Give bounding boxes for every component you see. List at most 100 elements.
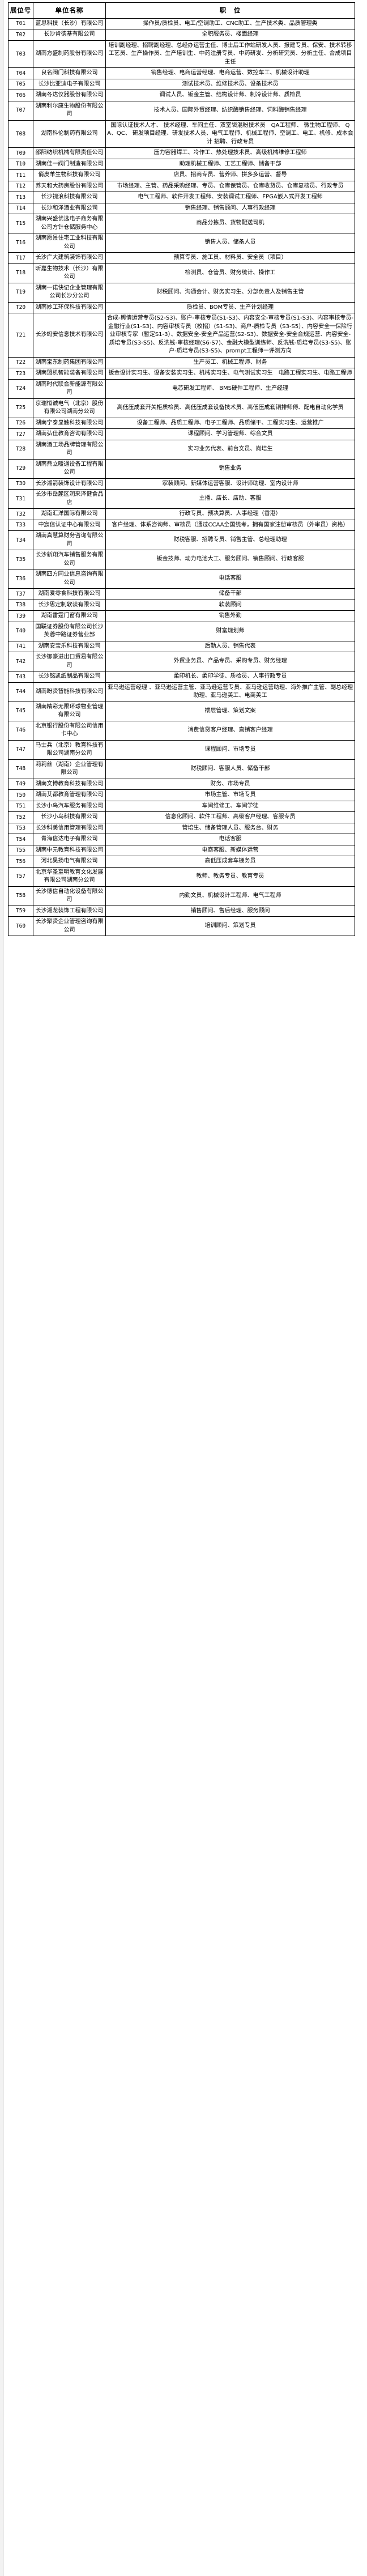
table-row: T21 长沙蚂安信息技术有限公司 合成-舆情运营专员(S2-S3)、账户-审核专员(… bbox=[8, 313, 355, 358]
booth-number-cell: T29 bbox=[8, 458, 33, 479]
table-row: T54 青海信达电子有限公司 电话客服 bbox=[8, 834, 355, 845]
company-name-cell: 湖南雷霆门窗有限公司 bbox=[33, 610, 106, 622]
table-row: T30 长沙湘箭装饰设计有限公司 家装顾问、新媒体运营客服、设计师助理、室内设计师 bbox=[8, 478, 355, 490]
table-row: T56 河北昊扬电气有限公司 高低压成套车棚务员 bbox=[8, 856, 355, 868]
company-name-cell: 湖南真慧算财务咨询有限公司 bbox=[33, 530, 106, 551]
company-name-cell: 湖南爱零食科技有限公司 bbox=[33, 588, 106, 600]
booth-number-cell: T18 bbox=[8, 263, 33, 283]
booth-number-cell: T43 bbox=[8, 671, 33, 683]
position-list-cell: 压力容器焊工、冷作工、热处理技术员、高级机械维修工程师 bbox=[105, 147, 355, 159]
booth-number-cell: T53 bbox=[8, 822, 33, 835]
table-row: T25 京瑞恒诚电气（北京）股份有限公司湖南分公司 高低压成套开关柜质检员、高低压成… bbox=[8, 398, 355, 418]
table-row: T03 湖南方盛制药股份有限公司 培训副经理、招聘副经理、总经办运营主任、博士后工作… bbox=[8, 40, 355, 69]
company-name-cell: 国联证券股份有限公司长沙芙蓉中路证券营业部 bbox=[33, 621, 106, 641]
company-name-cell: 北京华圣至明教育文化发展有限公司湖南分公司 bbox=[33, 866, 106, 887]
company-name-cell: 湖南文博教育科技有限公司 bbox=[33, 778, 106, 790]
company-name-cell: 中宸信认证中心有限公司 bbox=[33, 519, 106, 532]
position-list-cell: 钣金技师、动力电池大工、服务顾问、销售顾问、行政客服 bbox=[105, 550, 355, 570]
position-list-cell: 客户经理、体系咨询师、审核员（通过CCAA全国统考，拥有国家注册审核员（外审员）… bbox=[105, 519, 355, 532]
position-list-cell: 课程顾问、学习管理师、综合文员 bbox=[105, 428, 355, 440]
position-list-cell: 教师、教务专员、教育专员 bbox=[105, 866, 355, 887]
table-row: T60 长沙聚贤企业管理咨询有限公司 培训顾问、策划专员 bbox=[8, 916, 355, 937]
position-list-cell: 储备干部 bbox=[105, 588, 355, 600]
table-row: T52 长沙小鸟科技有限公司 信息化顾问、软件工程师、高级客户经理、客服专员 bbox=[8, 811, 355, 823]
company-name-cell: 湖南佳一阀门制造有限公司 bbox=[33, 158, 106, 171]
booth-number-cell: T28 bbox=[8, 439, 33, 460]
position-list-cell: 实习业务代表、前台文员、岗培生 bbox=[105, 439, 355, 460]
table-header-row: 展位号 单位名称 职 位 bbox=[8, 2, 355, 19]
company-name-cell: 湖南宝东制药集团有限公司 bbox=[33, 356, 106, 369]
position-list-cell: 销售经理、销售顾问、人事行政经理 bbox=[105, 202, 355, 215]
company-name-cell: 长沙御豪进出口贸易有限公司 bbox=[33, 652, 106, 672]
company-name-cell: 长沙铭凯纸制品有限公司 bbox=[33, 671, 106, 683]
booth-number-cell: T54 bbox=[8, 834, 33, 845]
booth-number-cell: T27 bbox=[8, 428, 33, 440]
table-row: T11 俏皮羊生物科技有限公司 店员、招商专员、营养师、拼多多运营、督导 bbox=[8, 169, 355, 181]
booth-number-cell: T14 bbox=[8, 202, 33, 215]
booth-number-cell: T33 bbox=[8, 519, 33, 532]
position-list-cell: 市场主管、市场专员 bbox=[105, 789, 355, 801]
company-name-cell: 湖南盟机智能装备有限公司 bbox=[33, 368, 106, 380]
table-row: T46 北京银行股份有限公司信用卡中心 消费信贷客户经理、直销客户经理 bbox=[8, 720, 355, 741]
column-header-booth: 展位号 bbox=[8, 2, 33, 19]
booth-number-cell: T15 bbox=[8, 214, 33, 234]
booth-number-cell: T46 bbox=[8, 720, 33, 741]
booth-number-cell: T56 bbox=[8, 856, 33, 868]
company-name-cell: 长沙广大建筑装饰有限公司 bbox=[33, 252, 106, 264]
table-row: T24 湖南时代联合新能源有限公司 电芯研发工程师、 BMS硬件工程师、生产经理 bbox=[8, 379, 355, 399]
booth-number-cell: T01 bbox=[8, 18, 33, 30]
booth-number-cell: T13 bbox=[8, 192, 33, 203]
table-row: T51 长沙小鸟汽车服务有限公司 车间维修工、车间学徒 bbox=[8, 800, 355, 813]
table-head: 展位号 单位名称 职 位 bbox=[8, 2, 355, 19]
table-row: T05 长沙比亚迪电子有限公司 测试技术员、维修技术员、设备技术员 bbox=[8, 78, 355, 91]
table-row: T28 湖南酒工场品牌管理有限公司 实习业务代表、前台文员、岗培生 bbox=[8, 439, 355, 460]
booth-number-cell: T36 bbox=[8, 569, 33, 589]
position-list-cell: 设备工程师、品质工程师、电子工程师、品质储干、工程实习生、运营推广 bbox=[105, 417, 355, 430]
position-list-cell: 亚马逊运营经理 、亚马逊运营主管、亚马逊运营专员、亚马逊运营助理、海外推广主管、… bbox=[105, 682, 355, 702]
position-list-cell: 主播、店长、店助、客服 bbox=[105, 489, 355, 509]
company-name-cell: 蓝思科技（长沙）有限公司 bbox=[33, 18, 106, 30]
table-row: T32 湖南汇洋国际有限公司 行政专员、预决算员、人事经理（香港） bbox=[8, 508, 355, 520]
table-row: T19 湖南一诺快记企业管理有限公司长沙分公司 财税顾问、沟通会计、财务实习生、分部… bbox=[8, 282, 355, 303]
position-list-cell: 消费信贷客户经理、直销客户经理 bbox=[105, 720, 355, 741]
table-row: T01 蓝思科技（长沙）有限公司 操作员/质检员、电工/空调助工、CNC助工、生产技… bbox=[8, 18, 355, 30]
table-row: T15 湖南兴盛优选电子商务有限公司方针仓储服务中心 商品分拣员、货物配送司机 bbox=[8, 214, 355, 234]
booth-number-cell: T37 bbox=[8, 588, 33, 600]
booth-number-cell: T10 bbox=[8, 158, 33, 171]
table-row: T09 邵阳纺织机械有限责任公司 压力容器焊工、冷作工、热处理技术员、高级机械维修工… bbox=[8, 147, 355, 159]
table-row: T29 湖南鼎立暖通设备工程有限公司 销售业务 bbox=[8, 458, 355, 479]
table-row: T50 湖南艾都教育管理有限公司 市场主管、市场专员 bbox=[8, 789, 355, 801]
company-name-cell: 长沙蚂安信息技术有限公司 bbox=[33, 313, 106, 358]
booth-number-cell: T41 bbox=[8, 640, 33, 653]
company-name-cell: 长沙肯德基有限公司 bbox=[33, 29, 106, 41]
company-name-cell: 北京银行股份有限公司信用卡中心 bbox=[33, 720, 106, 741]
booth-number-cell: T21 bbox=[8, 313, 33, 358]
booth-number-cell: T32 bbox=[8, 508, 33, 520]
table-row: T20 湖南妙工环保科技有限公司 质检员、BOM专员、生产计划经理 bbox=[8, 301, 355, 314]
company-name-cell: 京瑞恒诚电气（北京）股份有限公司湖南分公司 bbox=[33, 398, 106, 418]
position-list-cell: 财税顾问、客服人员、储备干部 bbox=[105, 759, 355, 779]
booth-number-cell: T06 bbox=[8, 90, 33, 101]
booth-number-cell: T12 bbox=[8, 180, 33, 193]
booth-number-cell: T23 bbox=[8, 368, 33, 380]
table-row: T22 湖南宝东制药集团有限公司 生产员工、机械工程师、财务 bbox=[8, 356, 355, 369]
position-list-cell: 店员、招商专员、营养师、拼多多运营、督导 bbox=[105, 169, 355, 181]
booth-number-cell: T50 bbox=[8, 789, 33, 801]
company-name-cell: 昕嘉生物技术（长沙）有限公司 bbox=[33, 263, 106, 283]
booth-number-cell: T55 bbox=[8, 844, 33, 857]
booth-number-cell: T08 bbox=[8, 120, 33, 148]
company-name-cell: 湖南四方同业信息咨询有限公司 bbox=[33, 569, 106, 589]
company-name-cell: 湖南酒工场品牌管理有限公司 bbox=[33, 439, 106, 460]
booth-number-cell: T30 bbox=[8, 478, 33, 490]
company-name-cell: 长沙湘箭装饰设计有限公司 bbox=[33, 478, 106, 490]
table-row: T43 长沙铭凯纸制品有限公司 柔印机长、柔印学徒、质检员、人事行政专员 bbox=[8, 671, 355, 683]
position-list-cell: 高低压成套车棚务员 bbox=[105, 856, 355, 868]
company-name-cell: 长沙和泽酒业有限公司 bbox=[33, 202, 106, 215]
position-list-cell: 调试人员、钣金主管、结构设计师、制冷设计师、质检员 bbox=[105, 90, 355, 101]
position-list-cell: 操作员/质检员、电工/空调助工、CNC助工、生产技术类、品质管理类 bbox=[105, 18, 355, 30]
position-list-cell: 销售外勤 bbox=[105, 610, 355, 622]
booth-number-cell: T22 bbox=[8, 356, 33, 369]
table-row: T39 湖南雷霆门窗有限公司 销售外勤 bbox=[8, 610, 355, 622]
position-list-cell: 预算专员、施工员、材料员、安全员（项目） bbox=[105, 252, 355, 264]
